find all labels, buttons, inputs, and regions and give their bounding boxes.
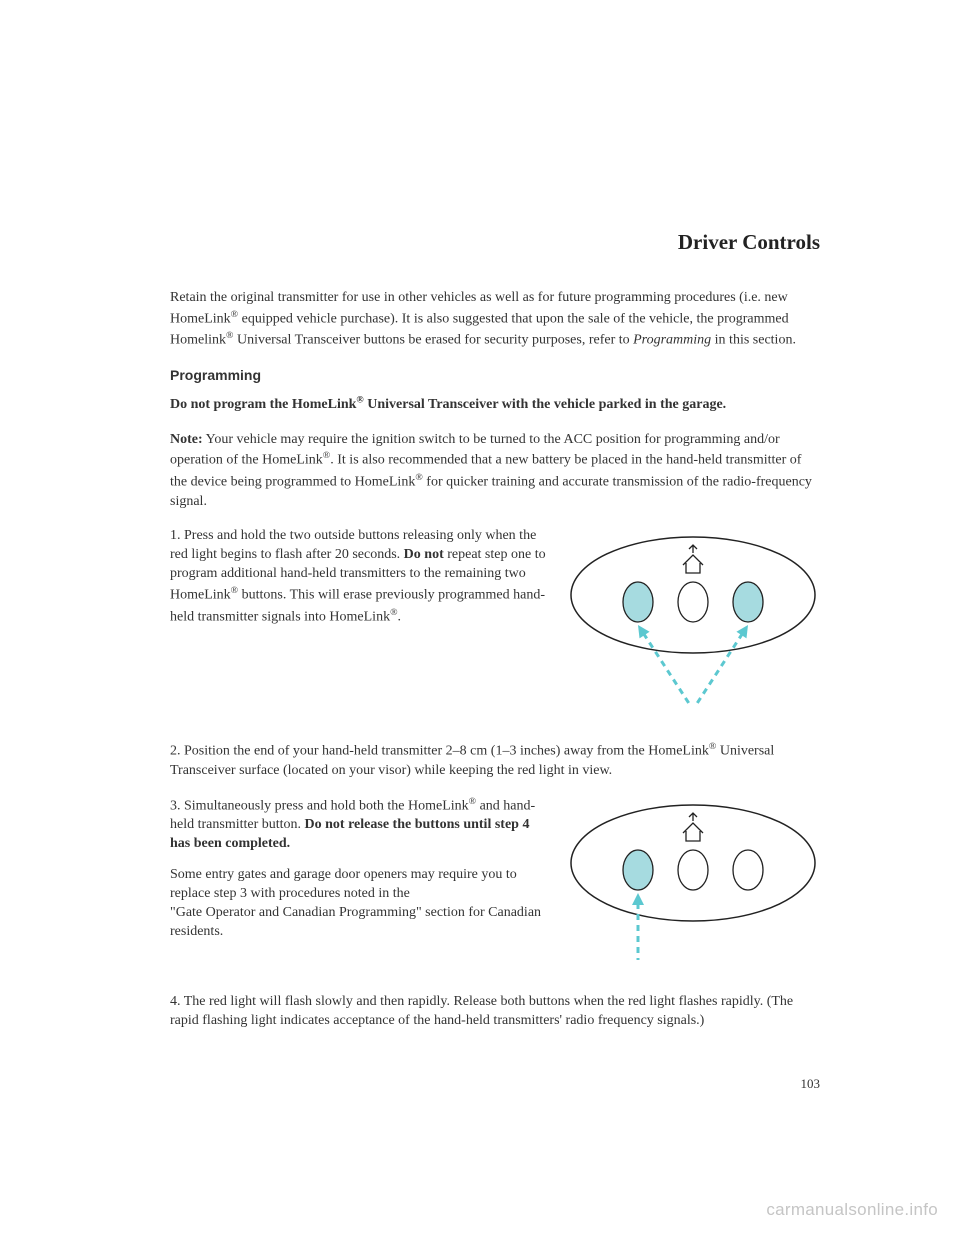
step-1-block: 1. Press and hold the two outside button… xyxy=(170,527,820,726)
page-number: 103 xyxy=(801,1076,821,1092)
intro-text-d: in this section. xyxy=(711,333,796,348)
intro-text-italic: Programming xyxy=(633,333,711,348)
step-3-block: 3. Simultaneously press and hold both th… xyxy=(170,795,820,979)
s2-a: 2. Position the end of your hand-held tr… xyxy=(170,744,709,759)
warn-b: Universal Transceiver with the vehicle p… xyxy=(364,397,726,412)
note-label: Note: xyxy=(170,432,203,447)
s1-bold: Do not xyxy=(404,547,444,562)
s3-after-b: "Gate Operator and Canadian Programming"… xyxy=(170,905,541,939)
reg-mark: ® xyxy=(356,394,363,405)
s1-d: . xyxy=(398,609,402,624)
reg-mark: ® xyxy=(231,585,238,596)
page-container: Driver Controls Retain the original tran… xyxy=(0,0,960,1105)
reg-mark: ® xyxy=(231,309,238,320)
intro-paragraph: Retain the original transmitter for use … xyxy=(170,289,820,351)
step-2-block: 2. Position the end of your hand-held tr… xyxy=(170,740,820,780)
intro-text-c: Universal Transceiver buttons be erased … xyxy=(233,333,633,348)
diagram-1 xyxy=(565,527,820,722)
step-4-block: 4. The red light will flash slowly and t… xyxy=(170,993,820,1031)
reg-mark: ® xyxy=(469,796,476,807)
programming-title: Programming xyxy=(170,367,820,383)
watermark: carmanualsonline.info xyxy=(766,1200,938,1220)
header-title: Driver Controls xyxy=(678,230,820,254)
section-header: Driver Controls xyxy=(170,230,820,255)
s3-after-a: Some entry gates and garage door openers… xyxy=(170,867,517,901)
diagram-2 xyxy=(565,795,820,975)
programming-note: Note: Your vehicle may require the ignit… xyxy=(170,431,820,512)
reg-mark: ® xyxy=(415,472,422,483)
reg-mark: ® xyxy=(390,607,397,618)
warn-a: Do not program the HomeLink xyxy=(170,397,356,412)
s4-text: 4. The red light will flash slowly and t… xyxy=(170,994,793,1028)
s3-a: 3. Simultaneously press and hold both th… xyxy=(170,799,469,814)
programming-warning: Do not program the HomeLink® Universal T… xyxy=(170,393,820,415)
